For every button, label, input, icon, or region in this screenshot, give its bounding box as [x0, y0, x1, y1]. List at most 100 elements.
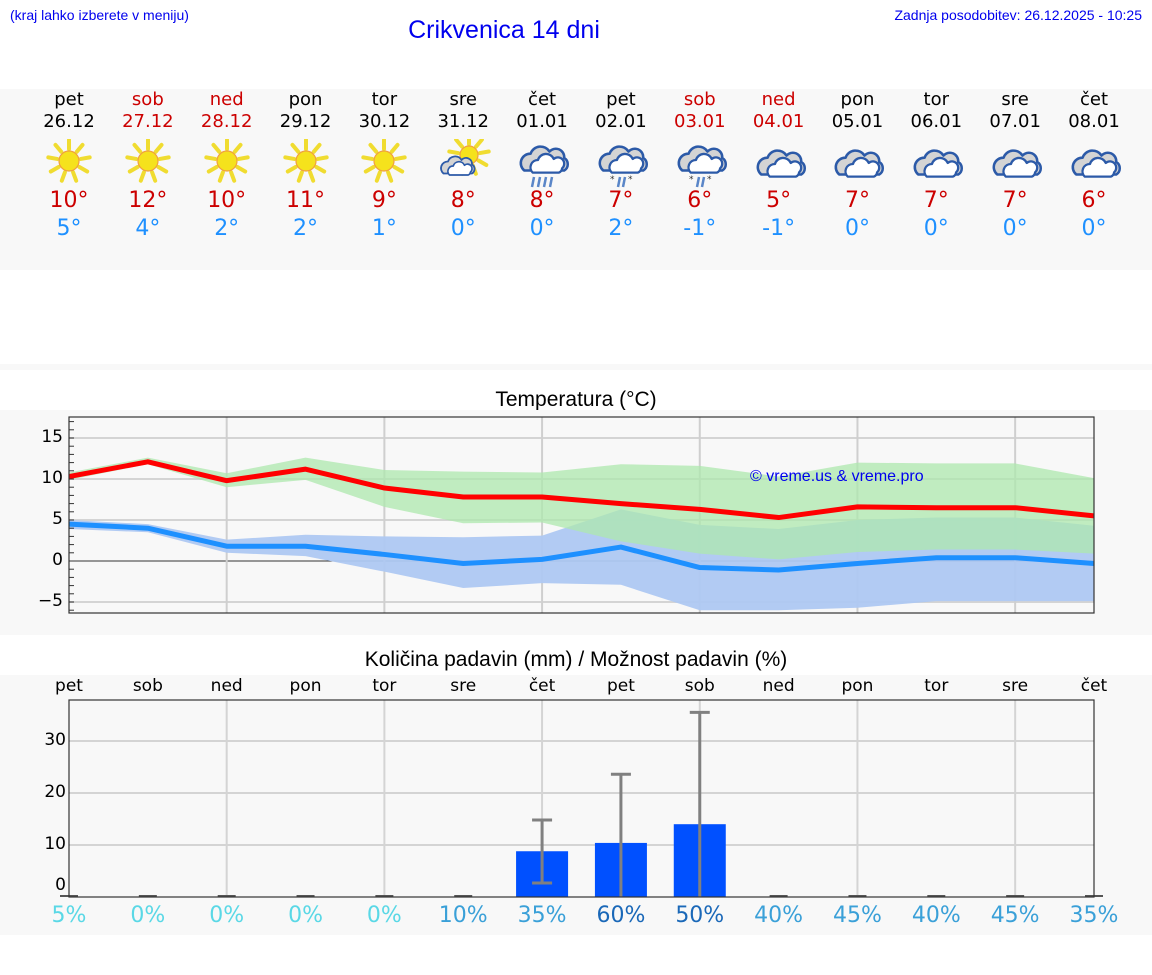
cloud-sleet-icon: * *	[593, 139, 649, 188]
max-temp: 5°	[766, 188, 792, 213]
day-date: 29.12	[279, 111, 332, 132]
precip-chart-title: Količina padavin (mm) / Možnost padavin …	[364, 648, 788, 671]
svg-text:*: *	[628, 175, 633, 185]
precip-probability: 0%	[130, 903, 166, 928]
precip-probability: 10%	[438, 903, 488, 928]
precip-probability: 0%	[209, 903, 245, 928]
sun-icon	[199, 138, 255, 183]
day-name: čet	[528, 89, 557, 110]
y-tick-label: 0	[52, 550, 63, 570]
forecast-day: ned 28.12 10° 2°	[187, 89, 267, 243]
sun-icon	[278, 138, 334, 183]
max-temp: 6°	[1081, 188, 1107, 213]
sun-icon	[41, 138, 97, 183]
forecast-day: čet 08.01 6° 0°	[1054, 89, 1134, 243]
max-temp: 8°	[450, 188, 476, 213]
day-name: tor	[923, 89, 950, 110]
y-tick-label: 10	[41, 468, 63, 488]
x-day-label: tor	[924, 676, 949, 696]
x-day-label: ned	[210, 676, 243, 696]
precip-probability: 50%	[675, 903, 725, 928]
x-day-label: pon	[289, 676, 322, 696]
max-temp: 8°	[529, 188, 555, 213]
min-temp: 4°	[135, 216, 161, 241]
y-tick-label: −5	[37, 591, 63, 611]
precip-probability: 0%	[366, 903, 402, 928]
x-day-label: ned	[762, 676, 795, 696]
y-tick-label: 0	[55, 875, 66, 895]
cloudy-icon	[751, 139, 807, 183]
day-date: 05.01	[831, 111, 884, 132]
day-name: čet	[1079, 89, 1109, 110]
max-temp: 6°	[687, 188, 713, 213]
min-temp: 2°	[293, 216, 319, 241]
day-name: pet	[606, 89, 636, 110]
x-day-label: sre	[1002, 676, 1029, 696]
cloudy-icon	[1066, 139, 1122, 183]
y-tick-label: 15	[41, 427, 63, 447]
cloudy-icon	[829, 139, 885, 183]
day-name: pon	[840, 89, 875, 110]
cloudy-icon	[908, 139, 964, 183]
max-temp: 10°	[207, 188, 247, 213]
day-date: 04.01	[752, 111, 805, 132]
forecast-strip: pet 26.12 10° 5° sob 27.12 12° 4° ned 28.1…	[0, 89, 1152, 270]
forecast-day: sre 07.01 7° 0°	[975, 89, 1055, 243]
y-tick-label: 30	[44, 730, 66, 750]
day-date: 27.12	[122, 111, 174, 132]
max-temp: 7°	[844, 188, 870, 213]
day-date: 03.01	[674, 111, 726, 132]
forecast-day: sob 27.12 12° 4°	[108, 89, 188, 243]
x-day-label: tor	[372, 676, 397, 696]
day-name: tor	[371, 89, 398, 110]
forecast-day: sre 31.12 8° 0°	[423, 89, 503, 243]
precip-probability: 45%	[833, 903, 882, 928]
forecast-day: pet 02.01 * * 7° 2°	[581, 89, 661, 243]
day-name: pet	[54, 89, 84, 110]
forecast-day: tor 30.12 9° 1°	[344, 89, 424, 243]
day-date: 06.01	[910, 111, 963, 132]
x-day-label: čet	[1080, 676, 1108, 696]
last-update: Zadnja posodobitev: 26.12.2025 - 10:25	[894, 7, 1142, 23]
min-temp: 0°	[450, 216, 476, 241]
location-menu-hint: (kraj lahko izberete v meniju)	[10, 7, 189, 23]
y-tick-label: 10	[44, 834, 66, 854]
forecast-day: čet 01.01 8° 0°	[502, 89, 582, 243]
temperature-chart-title: Temperatura (°C)	[495, 388, 657, 411]
cloud-sleet-icon: * *	[672, 139, 728, 188]
min-temp: 2°	[608, 216, 634, 241]
divider	[0, 364, 1152, 370]
x-day-label: pon	[841, 676, 874, 696]
min-temp: 0°	[1002, 216, 1028, 241]
min-temp: 0°	[529, 216, 555, 241]
day-date: 26.12	[43, 111, 95, 132]
x-day-label: sre	[450, 676, 477, 696]
forecast-day: pon 29.12 11° 2°	[266, 89, 346, 243]
x-day-label: pet	[55, 676, 83, 696]
svg-text:*: *	[707, 175, 712, 185]
svg-text:*: *	[689, 175, 694, 185]
svg-text:*: *	[610, 175, 615, 185]
day-name: sob	[683, 89, 716, 110]
max-temp: 7°	[923, 188, 949, 213]
day-name: sob	[131, 89, 164, 110]
day-date: 07.01	[989, 111, 1041, 132]
x-day-label: sob	[684, 676, 715, 696]
max-temp: 7°	[1002, 188, 1028, 213]
forecast-day: tor 06.01 7° 0°	[896, 89, 976, 243]
y-tick-label: 20	[44, 782, 66, 802]
x-day-label: čet	[528, 676, 556, 696]
min-temp: -1°	[683, 216, 717, 241]
day-name: sre	[449, 89, 477, 110]
forecast-day: pet 26.12 10° 5°	[29, 89, 109, 243]
min-temp: 5°	[56, 216, 82, 241]
max-temp: 10°	[49, 188, 89, 213]
day-date: 02.01	[595, 111, 647, 132]
max-temp: 7°	[608, 188, 634, 213]
forecast-day: ned 04.01 5° -1°	[739, 89, 819, 243]
x-day-label: pet	[606, 676, 635, 696]
day-name: ned	[761, 89, 796, 110]
min-temp: 0°	[923, 216, 949, 241]
day-name: sre	[1001, 89, 1029, 110]
precip-probability: 60%	[596, 903, 646, 928]
